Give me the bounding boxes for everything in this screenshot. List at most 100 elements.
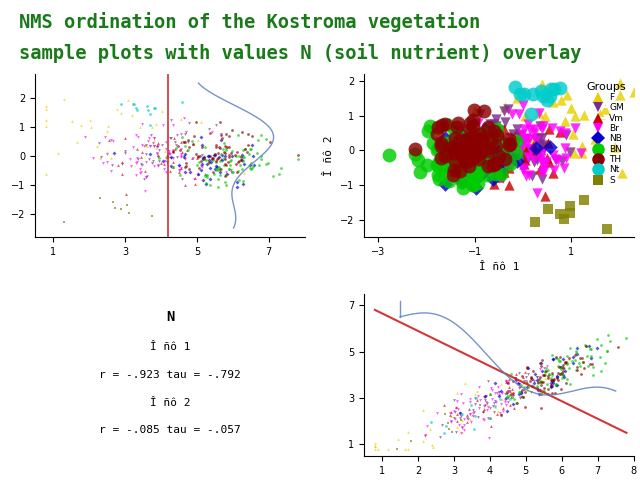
Point bbox=[482, 407, 492, 414]
Point bbox=[216, 155, 227, 163]
Point bbox=[487, 395, 497, 402]
Point bbox=[198, 154, 209, 162]
Point bbox=[485, 414, 495, 422]
Point bbox=[536, 381, 546, 389]
Point bbox=[538, 371, 548, 378]
Point bbox=[445, 409, 455, 417]
Point bbox=[449, 151, 460, 158]
Point bbox=[457, 429, 467, 436]
Point bbox=[454, 168, 464, 175]
Point bbox=[220, 143, 230, 150]
Point bbox=[120, 147, 131, 155]
Point bbox=[392, 445, 403, 453]
Point bbox=[490, 396, 500, 404]
Point bbox=[497, 395, 507, 402]
Point bbox=[551, 156, 561, 164]
Point bbox=[246, 145, 257, 153]
Point bbox=[443, 148, 453, 156]
Point bbox=[475, 161, 485, 168]
Point bbox=[435, 166, 445, 174]
Point bbox=[452, 410, 463, 418]
Point bbox=[517, 393, 527, 400]
Point bbox=[180, 138, 191, 146]
Point bbox=[223, 166, 234, 173]
Point bbox=[551, 382, 561, 389]
Point bbox=[451, 404, 461, 411]
Point bbox=[538, 158, 548, 166]
Point bbox=[461, 150, 472, 157]
Point bbox=[465, 120, 475, 127]
Point bbox=[451, 429, 461, 436]
Point bbox=[534, 375, 545, 383]
Point bbox=[470, 162, 480, 170]
Point bbox=[145, 110, 156, 118]
Point bbox=[154, 146, 164, 154]
Point bbox=[520, 146, 531, 154]
Point bbox=[617, 169, 627, 177]
Point bbox=[506, 153, 516, 160]
Point bbox=[454, 169, 464, 177]
Point bbox=[450, 157, 460, 165]
Point bbox=[102, 158, 112, 166]
Point bbox=[145, 121, 155, 129]
Point bbox=[511, 399, 521, 407]
Point bbox=[475, 396, 485, 403]
Point bbox=[92, 143, 102, 150]
Point bbox=[532, 138, 543, 145]
Point bbox=[524, 145, 534, 153]
Point bbox=[177, 148, 187, 156]
Point bbox=[218, 156, 228, 164]
Point bbox=[424, 426, 435, 433]
Point bbox=[403, 428, 413, 435]
Point bbox=[614, 91, 625, 99]
Point bbox=[538, 387, 548, 395]
Point bbox=[470, 172, 481, 180]
Point bbox=[478, 408, 488, 415]
Text: r = -.923 tau = -.792: r = -.923 tau = -.792 bbox=[99, 370, 241, 380]
Point bbox=[603, 331, 613, 339]
Point bbox=[209, 151, 220, 159]
Point bbox=[207, 129, 218, 136]
Point bbox=[213, 175, 223, 182]
Point bbox=[529, 158, 540, 166]
Point bbox=[168, 148, 179, 156]
Point bbox=[116, 160, 127, 168]
Point bbox=[561, 359, 571, 366]
Point bbox=[557, 371, 568, 379]
Point bbox=[215, 157, 225, 165]
Point bbox=[232, 178, 243, 186]
Point bbox=[463, 415, 474, 423]
Point bbox=[370, 445, 380, 453]
Point bbox=[575, 362, 586, 370]
Point bbox=[147, 212, 157, 219]
Point bbox=[452, 389, 462, 397]
Point bbox=[479, 130, 490, 137]
Point bbox=[175, 145, 186, 153]
Point bbox=[471, 394, 481, 402]
Point bbox=[212, 164, 223, 171]
Point bbox=[560, 117, 570, 124]
Point bbox=[506, 390, 516, 398]
Point bbox=[225, 161, 236, 169]
Point bbox=[163, 153, 173, 161]
Point bbox=[149, 163, 159, 170]
Point bbox=[506, 393, 516, 401]
Point bbox=[524, 377, 534, 384]
Point bbox=[383, 445, 393, 453]
Point bbox=[180, 130, 191, 137]
Point bbox=[497, 389, 507, 397]
Point bbox=[506, 162, 516, 170]
Point bbox=[200, 179, 211, 187]
Point bbox=[168, 163, 178, 171]
Point bbox=[520, 404, 530, 411]
Point bbox=[226, 149, 236, 156]
Point bbox=[436, 139, 447, 147]
Point bbox=[200, 172, 210, 180]
Point bbox=[205, 165, 216, 172]
Point bbox=[481, 149, 491, 157]
Point bbox=[537, 159, 547, 167]
Point bbox=[447, 428, 457, 435]
Point bbox=[174, 167, 184, 174]
Point bbox=[210, 166, 220, 173]
Point bbox=[527, 172, 537, 180]
